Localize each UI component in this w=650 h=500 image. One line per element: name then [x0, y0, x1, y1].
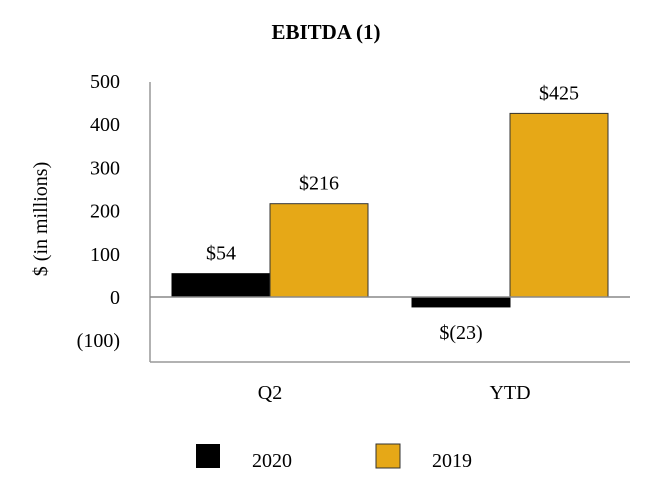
data-label-2019-ytd: $425 — [539, 82, 579, 104]
chart-title: EBITDA (1) — [271, 20, 380, 44]
y-tick-label: 200 — [90, 201, 120, 223]
category-label-ytd: YTD — [489, 382, 530, 404]
legend: 2020 2019 — [196, 443, 472, 472]
bar-2019-q2 — [269, 203, 369, 298]
data-label-2020-ytd: $(23) — [439, 322, 482, 344]
bar-2020-q2 — [171, 273, 271, 298]
category-label-q2: Q2 — [258, 382, 282, 404]
data-label-2020-q2: $54 — [206, 243, 236, 265]
category-labels: Q2 YTD — [258, 382, 531, 404]
legend-label-2020: 2020 — [252, 450, 292, 472]
data-label-2019-q2: $216 — [299, 173, 339, 195]
data-labels-group: $54 $216 $(23) $425 — [206, 82, 579, 344]
y-tick-label: 500 — [90, 71, 120, 93]
legend-swatch-2020 — [196, 444, 220, 468]
y-tick-label: 100 — [90, 244, 120, 266]
y-axis-label: $ (in millions) — [30, 162, 52, 276]
legend-label-2019: 2019 — [432, 450, 472, 472]
bar-2020-ytd — [411, 296, 511, 308]
y-tick-label: 400 — [90, 114, 120, 136]
bar-2019-ytd — [509, 112, 609, 298]
legend-swatch-2019 — [375, 443, 401, 469]
y-tick-label: (100) — [77, 330, 120, 352]
bars-group — [171, 112, 609, 308]
y-tick-label: 0 — [110, 287, 120, 309]
y-tick-label: 300 — [90, 157, 120, 179]
y-axis-ticks: (100) 0 100 200 300 400 500 — [77, 71, 120, 352]
